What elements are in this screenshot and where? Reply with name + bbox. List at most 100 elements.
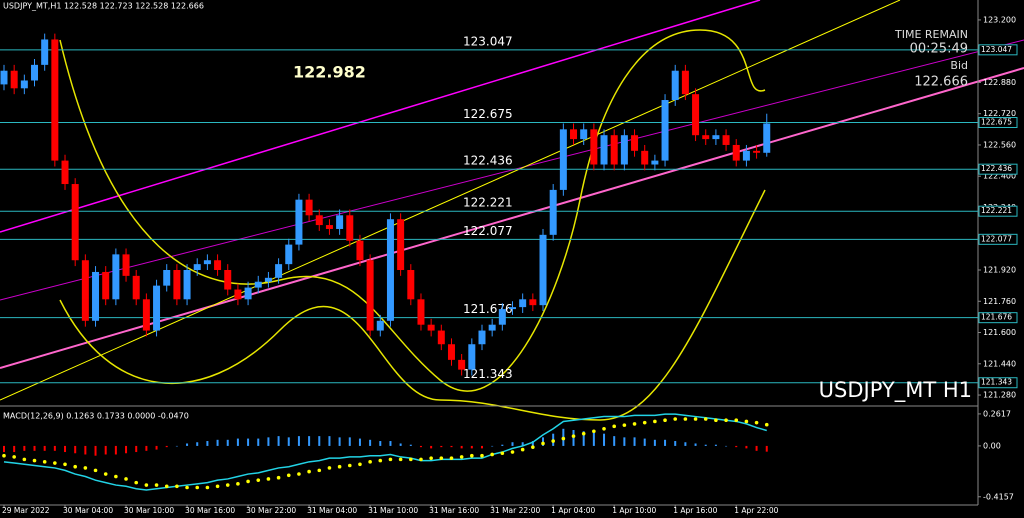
candle-body — [132, 275, 140, 300]
signal-dot — [673, 417, 678, 421]
histogram-bar — [216, 439, 219, 446]
histogram-bar — [379, 441, 382, 446]
signal-dot — [53, 461, 57, 465]
histogram-bar — [674, 441, 677, 446]
histogram-bar — [643, 438, 646, 446]
histogram-bar — [501, 444, 504, 446]
histogram-bar — [735, 445, 738, 448]
histogram-bar — [542, 437, 545, 446]
signal-dot — [551, 439, 555, 443]
candle-body — [356, 240, 364, 261]
signal-dot — [683, 417, 688, 421]
histogram-bar — [694, 443, 697, 446]
candle-body — [173, 270, 181, 300]
candle-body — [315, 215, 323, 226]
y-tick-label: 122.720 — [983, 109, 1016, 118]
candle-body — [295, 199, 303, 245]
signal-dot — [561, 436, 566, 441]
signal-dot — [592, 429, 596, 434]
candle-body — [41, 39, 49, 65]
y-tick-label: 122.880 — [983, 78, 1016, 87]
histogram-bar — [745, 445, 748, 449]
histogram-bar — [13, 445, 16, 453]
signal-dot — [266, 477, 271, 481]
histogram-bar — [450, 445, 453, 448]
histogram-bar — [257, 438, 260, 446]
candle-body — [142, 299, 150, 331]
y-tick-label: 122.400 — [983, 172, 1016, 181]
signal-dot — [358, 462, 362, 467]
candle-body — [193, 264, 201, 270]
signal-dot — [388, 457, 393, 462]
histogram-bar — [318, 436, 321, 446]
signal-dot — [531, 445, 535, 449]
candle-body — [447, 344, 455, 360]
histogram-bar — [348, 437, 351, 446]
level-tag — [978, 233, 1018, 245]
candle-body — [336, 215, 344, 229]
macd-line — [3, 413, 767, 491]
candle-body — [10, 70, 18, 89]
histogram-bar — [267, 437, 270, 446]
histogram-bar — [277, 436, 280, 446]
signal-dot — [703, 417, 708, 421]
candle-body — [478, 330, 486, 345]
level-tag — [978, 312, 1018, 324]
signal-dot — [642, 420, 647, 425]
histogram-bar — [623, 437, 626, 446]
candle-body — [244, 287, 252, 300]
signal-dot — [419, 457, 423, 462]
signal-dot — [12, 455, 16, 459]
plot: 123.200 122.880 122.720 122.560 122.400 122.2… — [0, 15, 1018, 515]
signal-dot — [378, 458, 383, 463]
signal-dot — [22, 457, 27, 462]
trend-line — [0, 0, 761, 233]
y-tick-label: 123.200 — [983, 15, 1016, 24]
candle-body — [214, 260, 222, 270]
candle-body — [224, 270, 232, 290]
histogram-bar — [613, 436, 616, 446]
candle-body — [51, 39, 59, 161]
candle-body — [397, 219, 405, 270]
histogram-bar — [33, 445, 36, 451]
candle-body — [488, 324, 496, 331]
y-tick-label: 121.920 — [983, 266, 1016, 275]
level-label: 123.047 — [463, 34, 513, 48]
signal-dot — [480, 453, 484, 458]
histogram-bar — [399, 443, 402, 446]
level-tag-label: 122.436 — [981, 164, 1012, 173]
candle-body — [305, 199, 313, 216]
chart-title: USDJPY_MT,H1 122.528 122.723 122.528 122… — [3, 2, 204, 11]
candle-body — [651, 160, 659, 165]
signal-dot — [246, 479, 250, 484]
candle-body — [275, 264, 283, 278]
level-tag — [978, 377, 1018, 389]
candle-body — [264, 277, 272, 282]
candle-body — [580, 129, 588, 140]
watermark: USDJPY_MT H1 — [819, 378, 972, 403]
signal-dot — [327, 466, 332, 470]
level-tag-label: 122.221 — [981, 206, 1012, 215]
histogram-bar — [308, 436, 311, 446]
histogram-bar — [521, 442, 524, 446]
signal-dot — [32, 458, 37, 463]
candle-body — [559, 129, 567, 190]
histogram-bar — [460, 445, 463, 449]
histogram-bar — [74, 445, 77, 454]
histogram-bar — [684, 442, 687, 446]
y-tick-label: 121.600 — [983, 328, 1016, 337]
level-tag-label: 121.676 — [981, 313, 1012, 322]
y-tick-label: 121.440 — [983, 359, 1016, 368]
candle-body — [31, 64, 39, 81]
candle-body — [468, 344, 476, 370]
candle-body — [346, 215, 354, 241]
histogram-bar — [531, 441, 534, 446]
signal-dot — [317, 468, 322, 473]
histogram-bar — [206, 441, 209, 446]
x-tick-label: 29 Mar 2022 — [2, 506, 50, 515]
candle-body — [285, 244, 293, 265]
level-tag-label: 122.077 — [981, 234, 1012, 243]
level-label: 122.436 — [463, 154, 513, 168]
histogram-bar — [165, 445, 168, 448]
x-tick-label: 31 Mar 16:00 — [429, 506, 479, 515]
